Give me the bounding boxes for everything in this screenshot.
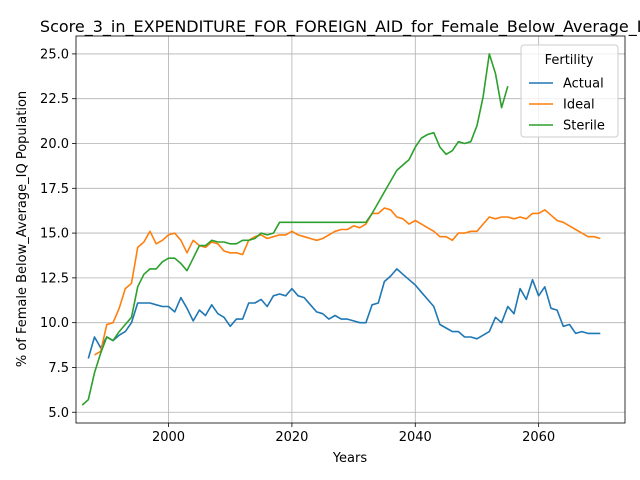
legend-title: Fertility	[545, 53, 594, 68]
y-tick-label: 10.0	[40, 316, 69, 331]
y-tick-label: 22.5	[40, 92, 69, 107]
legend-label-sterile: Sterile	[563, 119, 605, 134]
y-tick-label: 25.0	[40, 47, 69, 62]
legend-box	[520, 44, 619, 138]
y-tick-label: 20.0	[40, 137, 69, 152]
x-tick-label: 2060	[522, 430, 555, 445]
x-axis-ticks: 2000 2020 2040 2060	[152, 423, 555, 445]
y-tick-label: 12.5	[40, 271, 69, 286]
x-tick-label: 2040	[399, 430, 432, 445]
y-axis-label: % of Female Below_Average_IQ Population	[15, 91, 30, 367]
y-tick-label: 5.0	[48, 406, 69, 421]
legend: Fertility Actual Ideal Sterile	[520, 44, 619, 138]
y-axis-ticks: 5.0 7.5 10.0 12.5 15.0 17.5 20.0 22.5 25.0	[40, 47, 76, 421]
series-line-ideal	[94, 207, 601, 356]
grid	[76, 36, 625, 423]
y-tick-label: 7.5	[48, 361, 69, 376]
series-lines	[81, 53, 601, 406]
legend-label-actual: Actual	[563, 77, 604, 92]
plot-frame	[75, 35, 626, 424]
series-line-actual	[87, 268, 601, 359]
legend-label-ideal: Ideal	[563, 98, 595, 113]
x-axis-label: Years	[332, 451, 368, 466]
x-tick-label: 2000	[152, 430, 185, 445]
y-tick-label: 17.5	[40, 182, 69, 197]
series-line-sterile	[81, 53, 509, 406]
chart-title: Score_3_in_EXPENDITURE_FOR_FOREIGN_AID_f…	[40, 17, 640, 37]
x-tick-label: 2020	[275, 430, 308, 445]
y-tick-label: 15.0	[40, 227, 69, 242]
